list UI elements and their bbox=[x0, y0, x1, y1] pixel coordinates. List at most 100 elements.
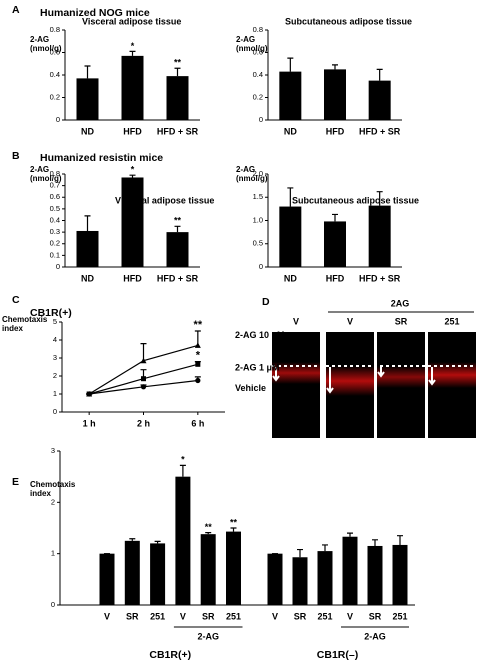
y-tick-label: 0.8 bbox=[253, 25, 263, 34]
bar bbox=[150, 543, 166, 605]
x-tick-label: ND bbox=[284, 273, 297, 283]
chart-title: Subcutaneous adipose tissue bbox=[292, 195, 419, 205]
chart-title: CB1R(+) bbox=[30, 307, 72, 319]
bar bbox=[324, 69, 346, 120]
bar bbox=[124, 540, 140, 605]
significance-label: ** bbox=[194, 319, 203, 331]
y-tick-label: 0.3 bbox=[50, 227, 60, 236]
significance-label: ** bbox=[205, 522, 213, 532]
y-axis-label: 2-AG bbox=[30, 35, 49, 44]
error-bar bbox=[129, 538, 136, 541]
condition-label: V bbox=[347, 316, 353, 326]
y-tick-label: 0.8 bbox=[50, 169, 60, 178]
x-tick-label: SR bbox=[126, 611, 139, 621]
y-axis-label: index bbox=[2, 324, 23, 333]
y-tick-label: 0.6 bbox=[50, 47, 60, 56]
error-bar bbox=[332, 64, 338, 70]
error-bar bbox=[84, 215, 91, 231]
panel-letter: A bbox=[12, 4, 20, 16]
y-tick-label: 2 bbox=[53, 371, 57, 380]
y-tick-label: 0.1 bbox=[50, 250, 60, 259]
x-tick-label: ND bbox=[81, 273, 94, 283]
bar bbox=[99, 553, 115, 605]
panel-heading: Humanized NOG mice bbox=[40, 7, 150, 19]
significance-label: * bbox=[196, 350, 201, 362]
y-tick-label: 1 bbox=[51, 549, 55, 558]
bar bbox=[166, 232, 189, 267]
marker bbox=[141, 376, 146, 382]
y-axis-label: (nmol/g) bbox=[30, 174, 62, 183]
y-axis-label: (nmol/g) bbox=[236, 174, 268, 183]
y-tick-label: 0 bbox=[53, 407, 57, 416]
y-tick-label: 0 bbox=[56, 115, 60, 124]
legend-label: 2-AG 10 μM bbox=[235, 330, 285, 340]
y-axis-label: 2-AG bbox=[236, 165, 255, 174]
marker bbox=[140, 384, 147, 390]
significance-label: * bbox=[131, 41, 135, 51]
bar bbox=[392, 544, 408, 605]
cell-signal bbox=[326, 366, 374, 396]
y-tick-label: 2.0 bbox=[253, 169, 263, 178]
marker bbox=[195, 361, 201, 367]
y-axis-label: Chemotaxis bbox=[2, 315, 48, 324]
error-bar bbox=[84, 65, 91, 79]
y-tick-label: 0.2 bbox=[253, 92, 263, 101]
error-bar bbox=[322, 544, 328, 552]
x-tick-label: 251 bbox=[150, 611, 165, 621]
condition-label: CB1R(–) bbox=[317, 649, 358, 660]
bar bbox=[279, 206, 302, 267]
marker bbox=[86, 391, 92, 397]
y-tick-label: 3 bbox=[53, 353, 57, 362]
x-tick-label: SR bbox=[294, 611, 307, 621]
error-bar bbox=[372, 539, 378, 546]
error-bar bbox=[129, 174, 136, 178]
error-bar bbox=[297, 548, 303, 558]
panel-heading: Humanized resistin mice bbox=[40, 152, 163, 164]
error-bar bbox=[376, 68, 383, 81]
y-tick-label: 1.5 bbox=[253, 192, 263, 201]
bar bbox=[292, 557, 308, 605]
bar bbox=[166, 76, 189, 120]
x-tick-label: 2 h bbox=[137, 418, 150, 428]
y-tick-label: 0.4 bbox=[253, 70, 263, 79]
significance-label: ** bbox=[174, 58, 182, 68]
y-tick-label: 0 bbox=[259, 262, 263, 271]
bar bbox=[76, 230, 99, 267]
y-axis-label: (nmol/g) bbox=[236, 44, 268, 53]
cell-signal bbox=[272, 362, 320, 384]
bar bbox=[368, 80, 391, 120]
cell-signal bbox=[377, 366, 425, 388]
error-bar bbox=[154, 540, 161, 544]
panel-letter: D bbox=[262, 296, 270, 308]
x-tick-label: 251 bbox=[317, 611, 332, 621]
y-axis-label: Chemotaxis bbox=[30, 480, 76, 489]
y-tick-label: 0.6 bbox=[253, 47, 263, 56]
group-label: 2AG bbox=[391, 298, 410, 308]
x-tick-label: HFD bbox=[123, 273, 142, 283]
bar bbox=[121, 177, 144, 267]
y-tick-label: 0 bbox=[259, 115, 263, 124]
panel-letter: C bbox=[12, 294, 20, 306]
condition-label: V bbox=[293, 316, 299, 326]
subgroup-label: 2-AG bbox=[364, 631, 386, 641]
y-tick-label: 2 bbox=[51, 497, 55, 506]
x-tick-label: 6 h bbox=[191, 418, 204, 428]
x-tick-label: HFD bbox=[326, 126, 345, 136]
y-tick-label: 0.6 bbox=[50, 192, 60, 201]
panel-letter: B bbox=[12, 150, 20, 162]
significance-label: ** bbox=[174, 216, 182, 226]
x-tick-label: HFD + SR bbox=[359, 126, 401, 136]
y-tick-label: 1 bbox=[53, 389, 57, 398]
y-tick-label: 0.5 bbox=[253, 239, 263, 248]
chart-title: Visceral adipose tissue bbox=[82, 16, 181, 26]
error-bar bbox=[174, 67, 181, 77]
x-tick-label: V bbox=[347, 611, 353, 621]
y-tick-label: 0.8 bbox=[50, 25, 60, 34]
subgroup-label: 2-AG bbox=[197, 631, 219, 641]
migration-arrow bbox=[272, 367, 436, 394]
significance-label: * bbox=[181, 455, 185, 465]
micrograph-panel: 2AG V V SR 251 bbox=[272, 298, 476, 438]
y-tick-label: 0.5 bbox=[50, 204, 60, 213]
